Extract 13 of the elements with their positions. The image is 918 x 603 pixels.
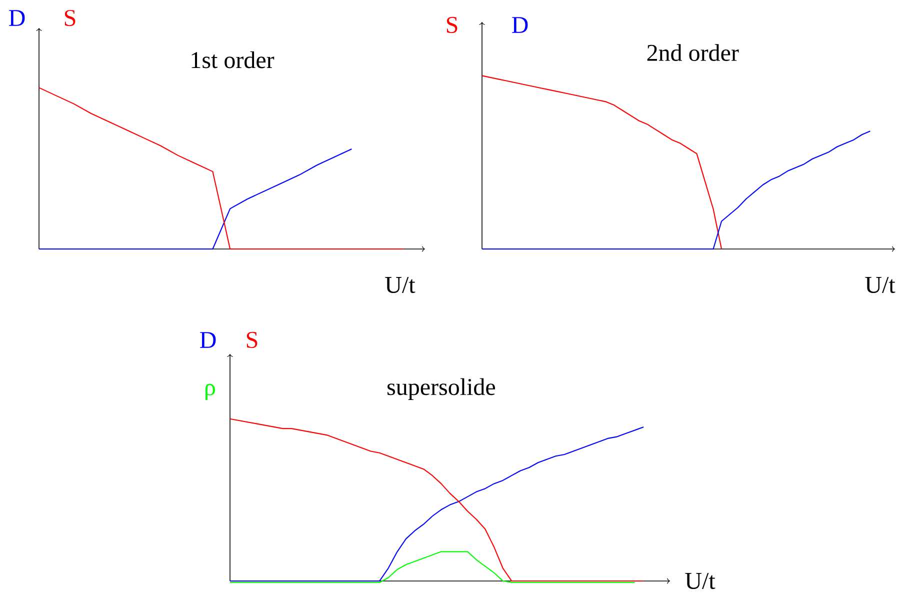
x-axis-title: U/t (385, 276, 416, 294)
x-axis-title: U/t (685, 572, 716, 590)
text: D (200, 332, 216, 348)
x-axis-title: U/t (865, 276, 896, 294)
text: S (446, 16, 458, 34)
chart-title: 1st order (192, 51, 274, 68)
text: D (512, 17, 528, 33)
text: ρ (206, 384, 215, 400)
chart-title: supersolide (388, 378, 496, 400)
text: S (64, 10, 76, 26)
chart-title: 2nd order (647, 44, 739, 62)
text: S (246, 332, 258, 348)
text: D (9, 10, 25, 26)
